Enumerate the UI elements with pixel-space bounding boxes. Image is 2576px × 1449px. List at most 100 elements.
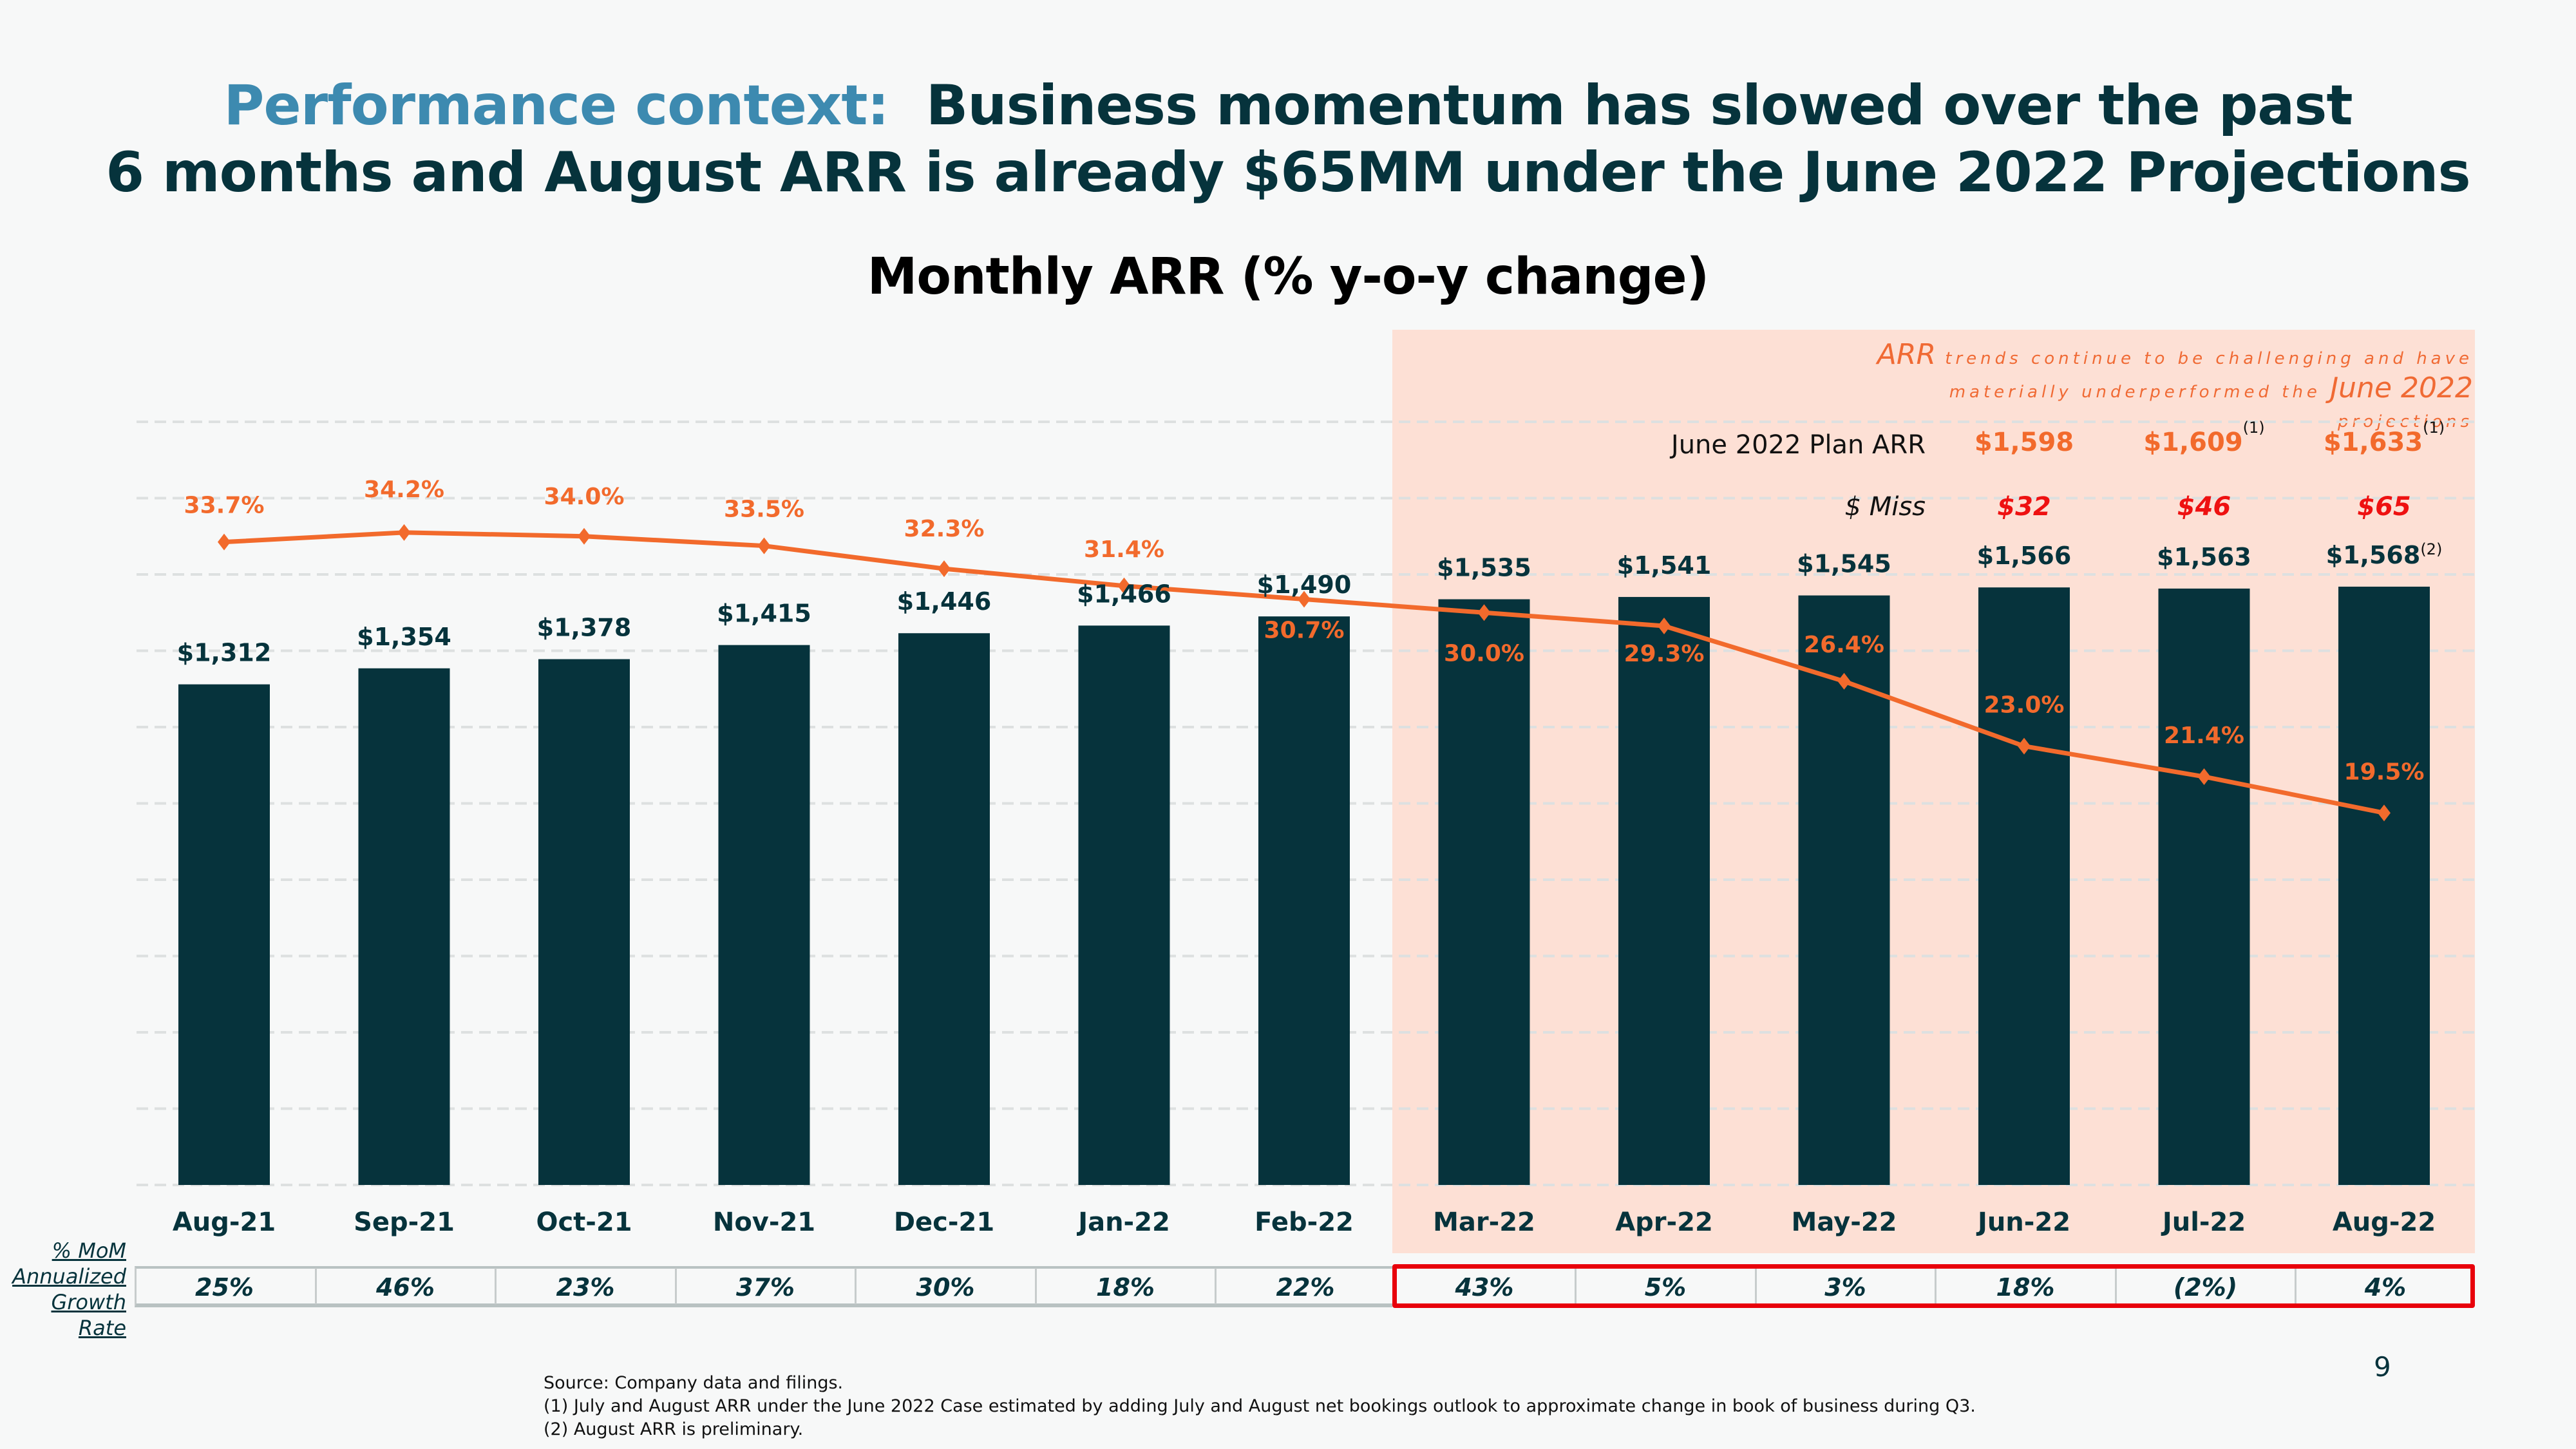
yoy-marker-Jul-22: [2197, 768, 2211, 786]
title-line-2: 6 months and August ARR is already $65MM…: [106, 140, 2470, 205]
bar-label: $1,563: [2157, 543, 2251, 571]
miss-value: $65: [2357, 492, 2411, 522]
line-label: 26.4%: [1804, 632, 1884, 658]
miss-label: $ Miss: [1844, 492, 1926, 522]
mom-cell: 18%: [1935, 1268, 2114, 1304]
line-label: 31.4%: [1084, 536, 1164, 563]
bar-Nov-21: [718, 645, 810, 1185]
bar-Feb-22: [1258, 616, 1350, 1185]
bar-label: $1,568(2): [2326, 540, 2443, 569]
yoy-marker-Dec-21: [938, 560, 951, 578]
bar-label: $1,354: [357, 623, 451, 651]
mom-cell: 25%: [195, 1273, 254, 1302]
mom-cell: 30%: [855, 1268, 1034, 1304]
callout-line-1: ARR trends continue to be challenging an…: [1877, 338, 2473, 371]
x-tick-label: Apr-22: [1615, 1208, 1713, 1237]
gridlines: [137, 421, 2475, 1186]
yoy-marker-May-22: [1837, 672, 1851, 690]
mom-cell: 18%: [1034, 1268, 1215, 1304]
bar-Dec-21: [898, 633, 990, 1185]
line-label: 19.5%: [2344, 759, 2425, 785]
x-tick-label: Jan-22: [1078, 1208, 1170, 1237]
title-accent: Performance context:: [223, 73, 889, 138]
line-series: [218, 524, 2391, 822]
page-number: 9: [2374, 1351, 2391, 1383]
x-tick-label: Sep-21: [354, 1208, 455, 1237]
bar-series: [178, 586, 2430, 1185]
yoy-marker-Sep-21: [397, 524, 411, 541]
plan-arr-value: $1,598: [1974, 428, 2074, 457]
yoy-marker-Mar-22: [1477, 604, 1491, 621]
mom-cell: 43%: [1455, 1273, 1514, 1302]
footnote-source: Source: Company data and filings.: [544, 1373, 844, 1393]
bar-Aug-22: [2338, 586, 2430, 1185]
line-label: 34.0%: [544, 484, 625, 510]
callout-line-2: materially underperformed the June 2022 …: [1949, 372, 2473, 432]
miss-value: $46: [2177, 492, 2231, 522]
bar-label: $1,535: [1437, 554, 1531, 582]
slide-title: Performance context: Business momentum h…: [0, 72, 2576, 206]
bar-Oct-21: [538, 659, 630, 1185]
yoy-marker-Jun-22: [2018, 737, 2031, 755]
mom-highlight-frame: [1392, 1264, 2475, 1308]
bar-label: $1,312: [177, 639, 272, 667]
yoy-marker-Aug-21: [218, 533, 231, 551]
bar-Aug-21: [178, 684, 270, 1185]
footnote-2: (2) August ARR is preliminary.: [544, 1419, 804, 1439]
yoy-marker-Feb-22: [1298, 591, 1311, 608]
line-label: 34.2%: [364, 477, 444, 503]
mom-growth-label: % MoM Annualized Growth Rate: [12, 1238, 126, 1340]
bar-label: $1,541: [1617, 551, 1712, 580]
bar-Sep-21: [358, 668, 450, 1185]
x-tick-label: May-22: [1791, 1208, 1897, 1237]
plan-arr-label: June 2022 Plan ARR: [1671, 430, 1926, 460]
line-label: 29.3%: [1624, 641, 1705, 667]
x-tick-label: Nov-21: [712, 1208, 816, 1237]
bar-Jan-22: [1078, 625, 1170, 1185]
bar-label-note: (2): [2420, 540, 2442, 558]
x-tick-label: Mar-22: [1433, 1208, 1535, 1237]
x-tick-label: Aug-22: [2332, 1208, 2436, 1237]
miss-value: $32: [1997, 492, 2051, 522]
chart-title: Monthly ARR (% y-o-y change): [867, 248, 1709, 306]
plan-arr-value: $1,633(1): [2323, 419, 2445, 457]
bar-Mar-22: [1438, 599, 1530, 1185]
yoy-marker-Aug-22: [2378, 804, 2391, 822]
bar-Apr-22: [1618, 596, 1710, 1185]
plan-note: (1): [2242, 419, 2265, 437]
bar-label: $1,545: [1797, 550, 1891, 578]
bar-label: $1,446: [897, 587, 992, 616]
mom-cell: 5%: [1575, 1268, 1754, 1304]
title-line-1: Performance context: Business momentum h…: [0, 72, 2576, 139]
yoy-marker-Apr-22: [1658, 617, 1671, 634]
bar-Jul-22: [2158, 588, 2250, 1185]
mom-cell: 23%: [495, 1268, 674, 1304]
yoy-marker-Oct-21: [578, 527, 591, 545]
mom-table-frame: [135, 1266, 1392, 1307]
line-label: 30.7%: [1264, 618, 1345, 644]
mom-cell: 22%: [1215, 1268, 1394, 1304]
line-label: 30.0%: [1444, 640, 1524, 667]
bar-label: $1,378: [537, 614, 632, 642]
title-line-1-rest: Business momentum has slowed over the pa…: [925, 73, 2353, 138]
bar-label: $1,415: [717, 600, 811, 628]
line-label: 21.4%: [2164, 723, 2244, 749]
x-tick-label: Oct-21: [536, 1208, 632, 1237]
line-label: 33.7%: [184, 493, 265, 519]
mom-cell: 3%: [1754, 1268, 1935, 1304]
mom-cell: (2%): [2114, 1268, 2295, 1304]
plan-note: (1): [2423, 419, 2445, 437]
yoy-marker-Nov-21: [757, 537, 771, 554]
x-tick-label: Jun-22: [1977, 1208, 2071, 1237]
line-label: 32.3%: [904, 516, 985, 542]
plan-arr-value: $1,609(1): [2143, 419, 2265, 457]
bar-label: $1,566: [1977, 542, 2072, 570]
mom-cell: 37%: [674, 1268, 855, 1304]
line-label: 33.5%: [724, 497, 804, 523]
callout-text: ARR trends continue to be challenging an…: [1868, 340, 2473, 437]
mom-cell: 4%: [2295, 1268, 2474, 1304]
line-label: 23.0%: [1984, 692, 2065, 719]
x-tick-label: Dec-21: [893, 1208, 995, 1237]
highlight-region: [1392, 330, 2475, 1253]
